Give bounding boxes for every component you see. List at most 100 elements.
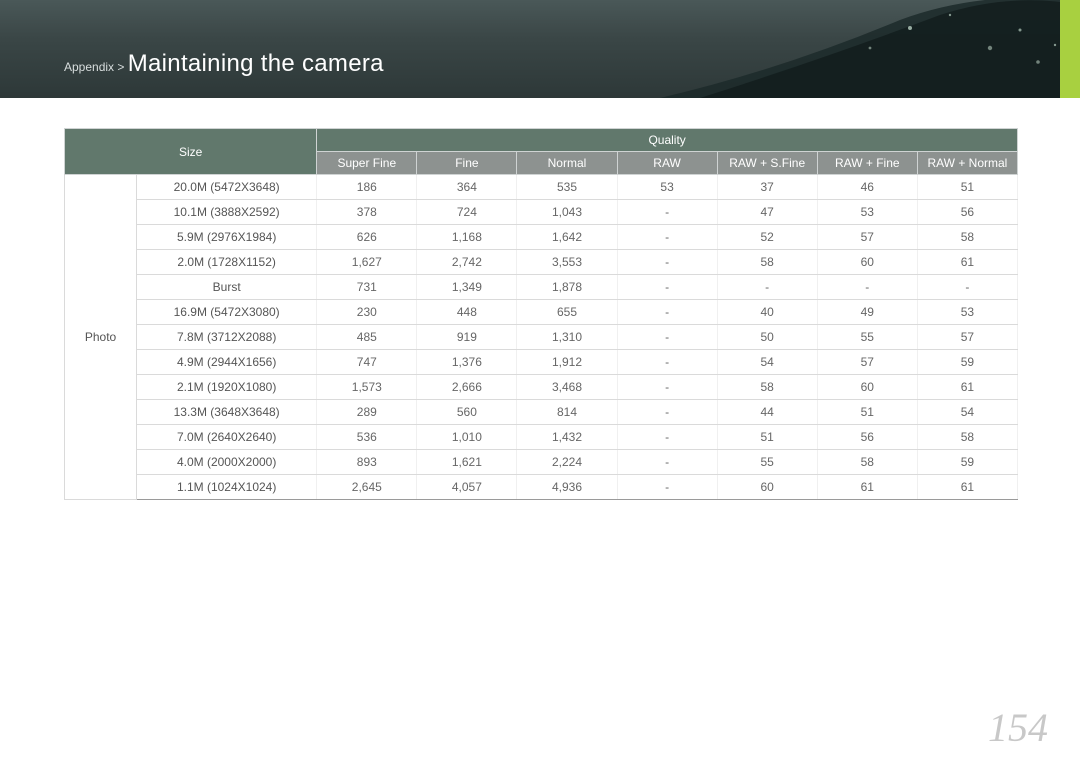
value-cell: 378 [317,200,417,225]
value-cell: 58 [917,225,1017,250]
value-cell: 1,432 [517,425,617,450]
table-row: 2.1M (1920X1080)1,5732,6663,468-586061 [65,375,1018,400]
th-normal: Normal [517,152,617,175]
value-cell: 1,627 [317,250,417,275]
table-row: 2.0M (1728X1152)1,6272,7423,553-586061 [65,250,1018,275]
value-cell: 60 [717,475,817,500]
value-cell: 46 [817,175,917,200]
value-cell: - [617,200,717,225]
table-row: 5.9M (2976X1984)6261,1681,642-525758 [65,225,1018,250]
value-cell: 1,043 [517,200,617,225]
value-cell: 626 [317,225,417,250]
value-cell: 58 [717,250,817,275]
th-fine: Fine [417,152,517,175]
value-cell: - [617,325,717,350]
breadcrumb-title: Maintaining the camera [128,50,384,77]
table-row: 4.9M (2944X1656)7471,3761,912-545759 [65,350,1018,375]
value-cell: 485 [317,325,417,350]
breadcrumb-prefix: Appendix > [64,60,128,74]
value-cell: 44 [717,400,817,425]
header-band: Appendix > Maintaining the camera [0,0,1080,98]
value-cell: 56 [817,425,917,450]
value-cell: 536 [317,425,417,450]
table-row: Photo20.0M (5472X3648)18636453553374651 [65,175,1018,200]
value-cell: 57 [917,325,1017,350]
size-cell: 4.0M (2000X2000) [137,450,317,475]
value-cell: - [617,475,717,500]
table-row: 10.1M (3888X2592)3787241,043-475356 [65,200,1018,225]
value-cell: 58 [717,375,817,400]
size-cell: Burst [137,275,317,300]
value-cell: 4,057 [417,475,517,500]
th-raw-sfine: RAW + S.Fine [717,152,817,175]
value-cell: 747 [317,350,417,375]
value-cell: 731 [317,275,417,300]
size-cell: 2.1M (1920X1080) [137,375,317,400]
value-cell: 61 [917,475,1017,500]
value-cell: 724 [417,200,517,225]
value-cell: - [617,400,717,425]
th-raw: RAW [617,152,717,175]
value-cell: 655 [517,300,617,325]
value-cell: 53 [617,175,717,200]
th-super-fine: Super Fine [317,152,417,175]
table-body: Photo20.0M (5472X3648)186364535533746511… [65,175,1018,500]
value-cell: 61 [917,250,1017,275]
value-cell: - [617,300,717,325]
size-cell: 16.9M (5472X3080) [137,300,317,325]
value-cell: 54 [917,400,1017,425]
value-cell: 54 [717,350,817,375]
th-quality: Quality [317,129,1018,152]
size-cell: 7.0M (2640X2640) [137,425,317,450]
capacity-table-element: Size Quality Super Fine Fine Normal RAW … [64,128,1018,500]
value-cell: 560 [417,400,517,425]
value-cell: - [617,225,717,250]
table-row: 1.1M (1024X1024)2,6454,0574,936-606161 [65,475,1018,500]
size-cell: 10.1M (3888X2592) [137,200,317,225]
value-cell: 56 [917,200,1017,225]
size-cell: 1.1M (1024X1024) [137,475,317,500]
rowgroup-label: Photo [65,175,137,500]
value-cell: 3,553 [517,250,617,275]
value-cell: - [717,275,817,300]
th-raw-fine: RAW + Fine [817,152,917,175]
value-cell: - [617,275,717,300]
value-cell: 58 [817,450,917,475]
value-cell: 61 [917,375,1017,400]
value-cell: 60 [817,375,917,400]
page-number: 154 [988,704,1048,751]
value-cell: 2,645 [317,475,417,500]
page-title: Appendix > Maintaining the camera [64,50,384,78]
value-cell: 1,349 [417,275,517,300]
value-cell: 893 [317,450,417,475]
value-cell: 57 [817,225,917,250]
value-cell: - [617,350,717,375]
value-cell: 2,224 [517,450,617,475]
table-row: 16.9M (5472X3080)230448655-404953 [65,300,1018,325]
size-cell: 2.0M (1728X1152) [137,250,317,275]
table-row: 7.8M (3712X2088)4859191,310-505557 [65,325,1018,350]
value-cell: - [917,275,1017,300]
value-cell: 51 [817,400,917,425]
size-cell: 13.3M (3648X3648) [137,400,317,425]
value-cell: 4,936 [517,475,617,500]
value-cell: 55 [817,325,917,350]
value-cell: 53 [917,300,1017,325]
value-cell: - [617,250,717,275]
value-cell: 3,468 [517,375,617,400]
value-cell: 1,010 [417,425,517,450]
size-cell: 5.9M (2976X1984) [137,225,317,250]
value-cell: - [817,275,917,300]
th-raw-normal: RAW + Normal [917,152,1017,175]
value-cell: 49 [817,300,917,325]
value-cell: 1,376 [417,350,517,375]
value-cell: 814 [517,400,617,425]
value-cell: 1,168 [417,225,517,250]
value-cell: - [617,450,717,475]
value-cell: 57 [817,350,917,375]
size-cell: 7.8M (3712X2088) [137,325,317,350]
header-accent-bar [1060,0,1080,98]
table-row: 7.0M (2640X2640)5361,0101,432-515658 [65,425,1018,450]
table-row: Burst7311,3491,878---- [65,275,1018,300]
value-cell: - [617,425,717,450]
